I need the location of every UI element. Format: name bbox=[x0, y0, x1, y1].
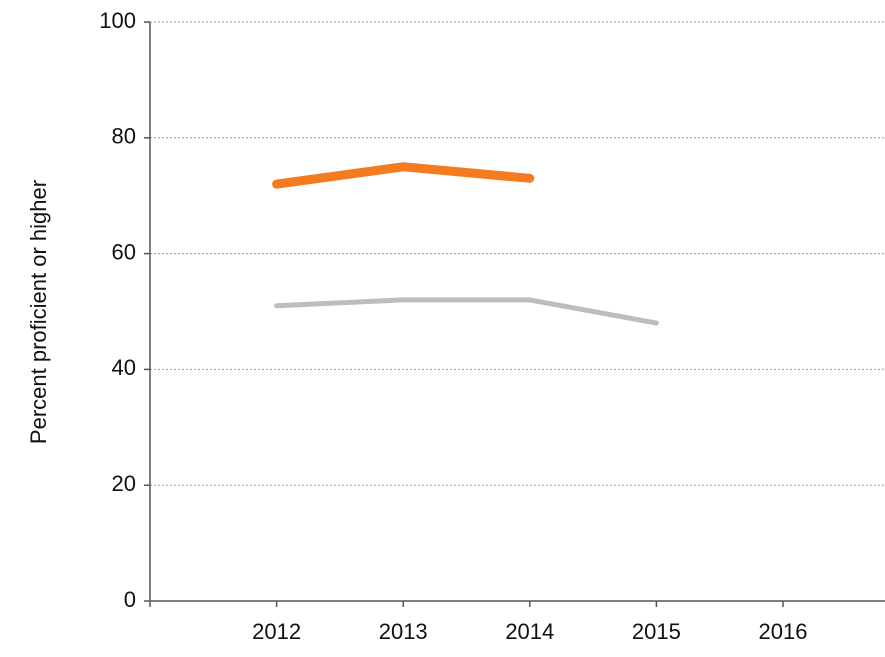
y-tick-label: 80 bbox=[112, 124, 136, 149]
y-tick-label: 60 bbox=[112, 239, 136, 264]
x-tick-label: 2016 bbox=[759, 619, 808, 644]
y-tick-label: 0 bbox=[124, 587, 136, 612]
y-tick-label: 40 bbox=[112, 355, 136, 380]
y-tick-label: 100 bbox=[99, 8, 136, 33]
x-tick-label: 2014 bbox=[505, 619, 554, 644]
y-axis-label: Percent proficient or higher bbox=[26, 180, 51, 444]
x-tick-label: 2012 bbox=[252, 619, 301, 644]
series-line bbox=[274, 297, 659, 326]
x-tick-label: 2013 bbox=[379, 619, 428, 644]
y-tick-label: 20 bbox=[112, 471, 136, 496]
x-tick-label: 2015 bbox=[632, 619, 681, 644]
series-line bbox=[272, 162, 535, 189]
